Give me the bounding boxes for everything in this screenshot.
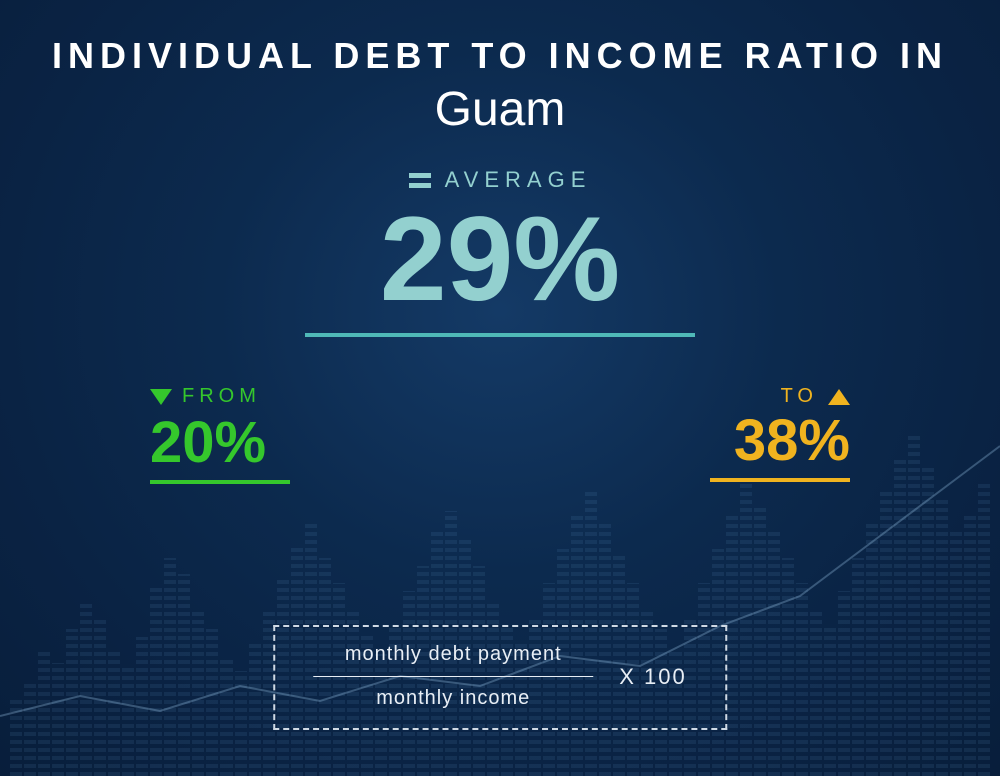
average-value: 29% [0, 199, 1000, 319]
to-underline [710, 478, 850, 482]
triangle-down-icon [150, 389, 172, 405]
from-block: FROM 20% [150, 385, 290, 484]
formula-box: monthly debt payment monthly income X 10… [273, 625, 727, 730]
average-label: AVERAGE [445, 167, 592, 193]
average-block: AVERAGE 29% [0, 165, 1000, 338]
formula-denominator: monthly income [376, 687, 530, 710]
formula-numerator: monthly debt payment [345, 643, 562, 666]
from-label: FROM [182, 385, 261, 408]
equals-icon [409, 173, 431, 188]
title-block: INDIVIDUAL DEBT TO INCOME RATIO IN Guam [0, 0, 1000, 137]
from-underline [150, 480, 290, 484]
fraction-line [313, 676, 593, 677]
to-block: TO 38% [710, 385, 850, 484]
to-value: 38% [710, 412, 850, 470]
to-label: TO [781, 385, 818, 408]
formula-multiplier: X 100 [619, 664, 687, 690]
average-underline [305, 333, 695, 337]
title-line2: Guam [0, 82, 1000, 137]
from-value: 20% [150, 414, 290, 472]
title-line1: INDIVIDUAL DEBT TO INCOME RATIO IN [0, 36, 1000, 76]
triangle-up-icon [828, 389, 850, 405]
